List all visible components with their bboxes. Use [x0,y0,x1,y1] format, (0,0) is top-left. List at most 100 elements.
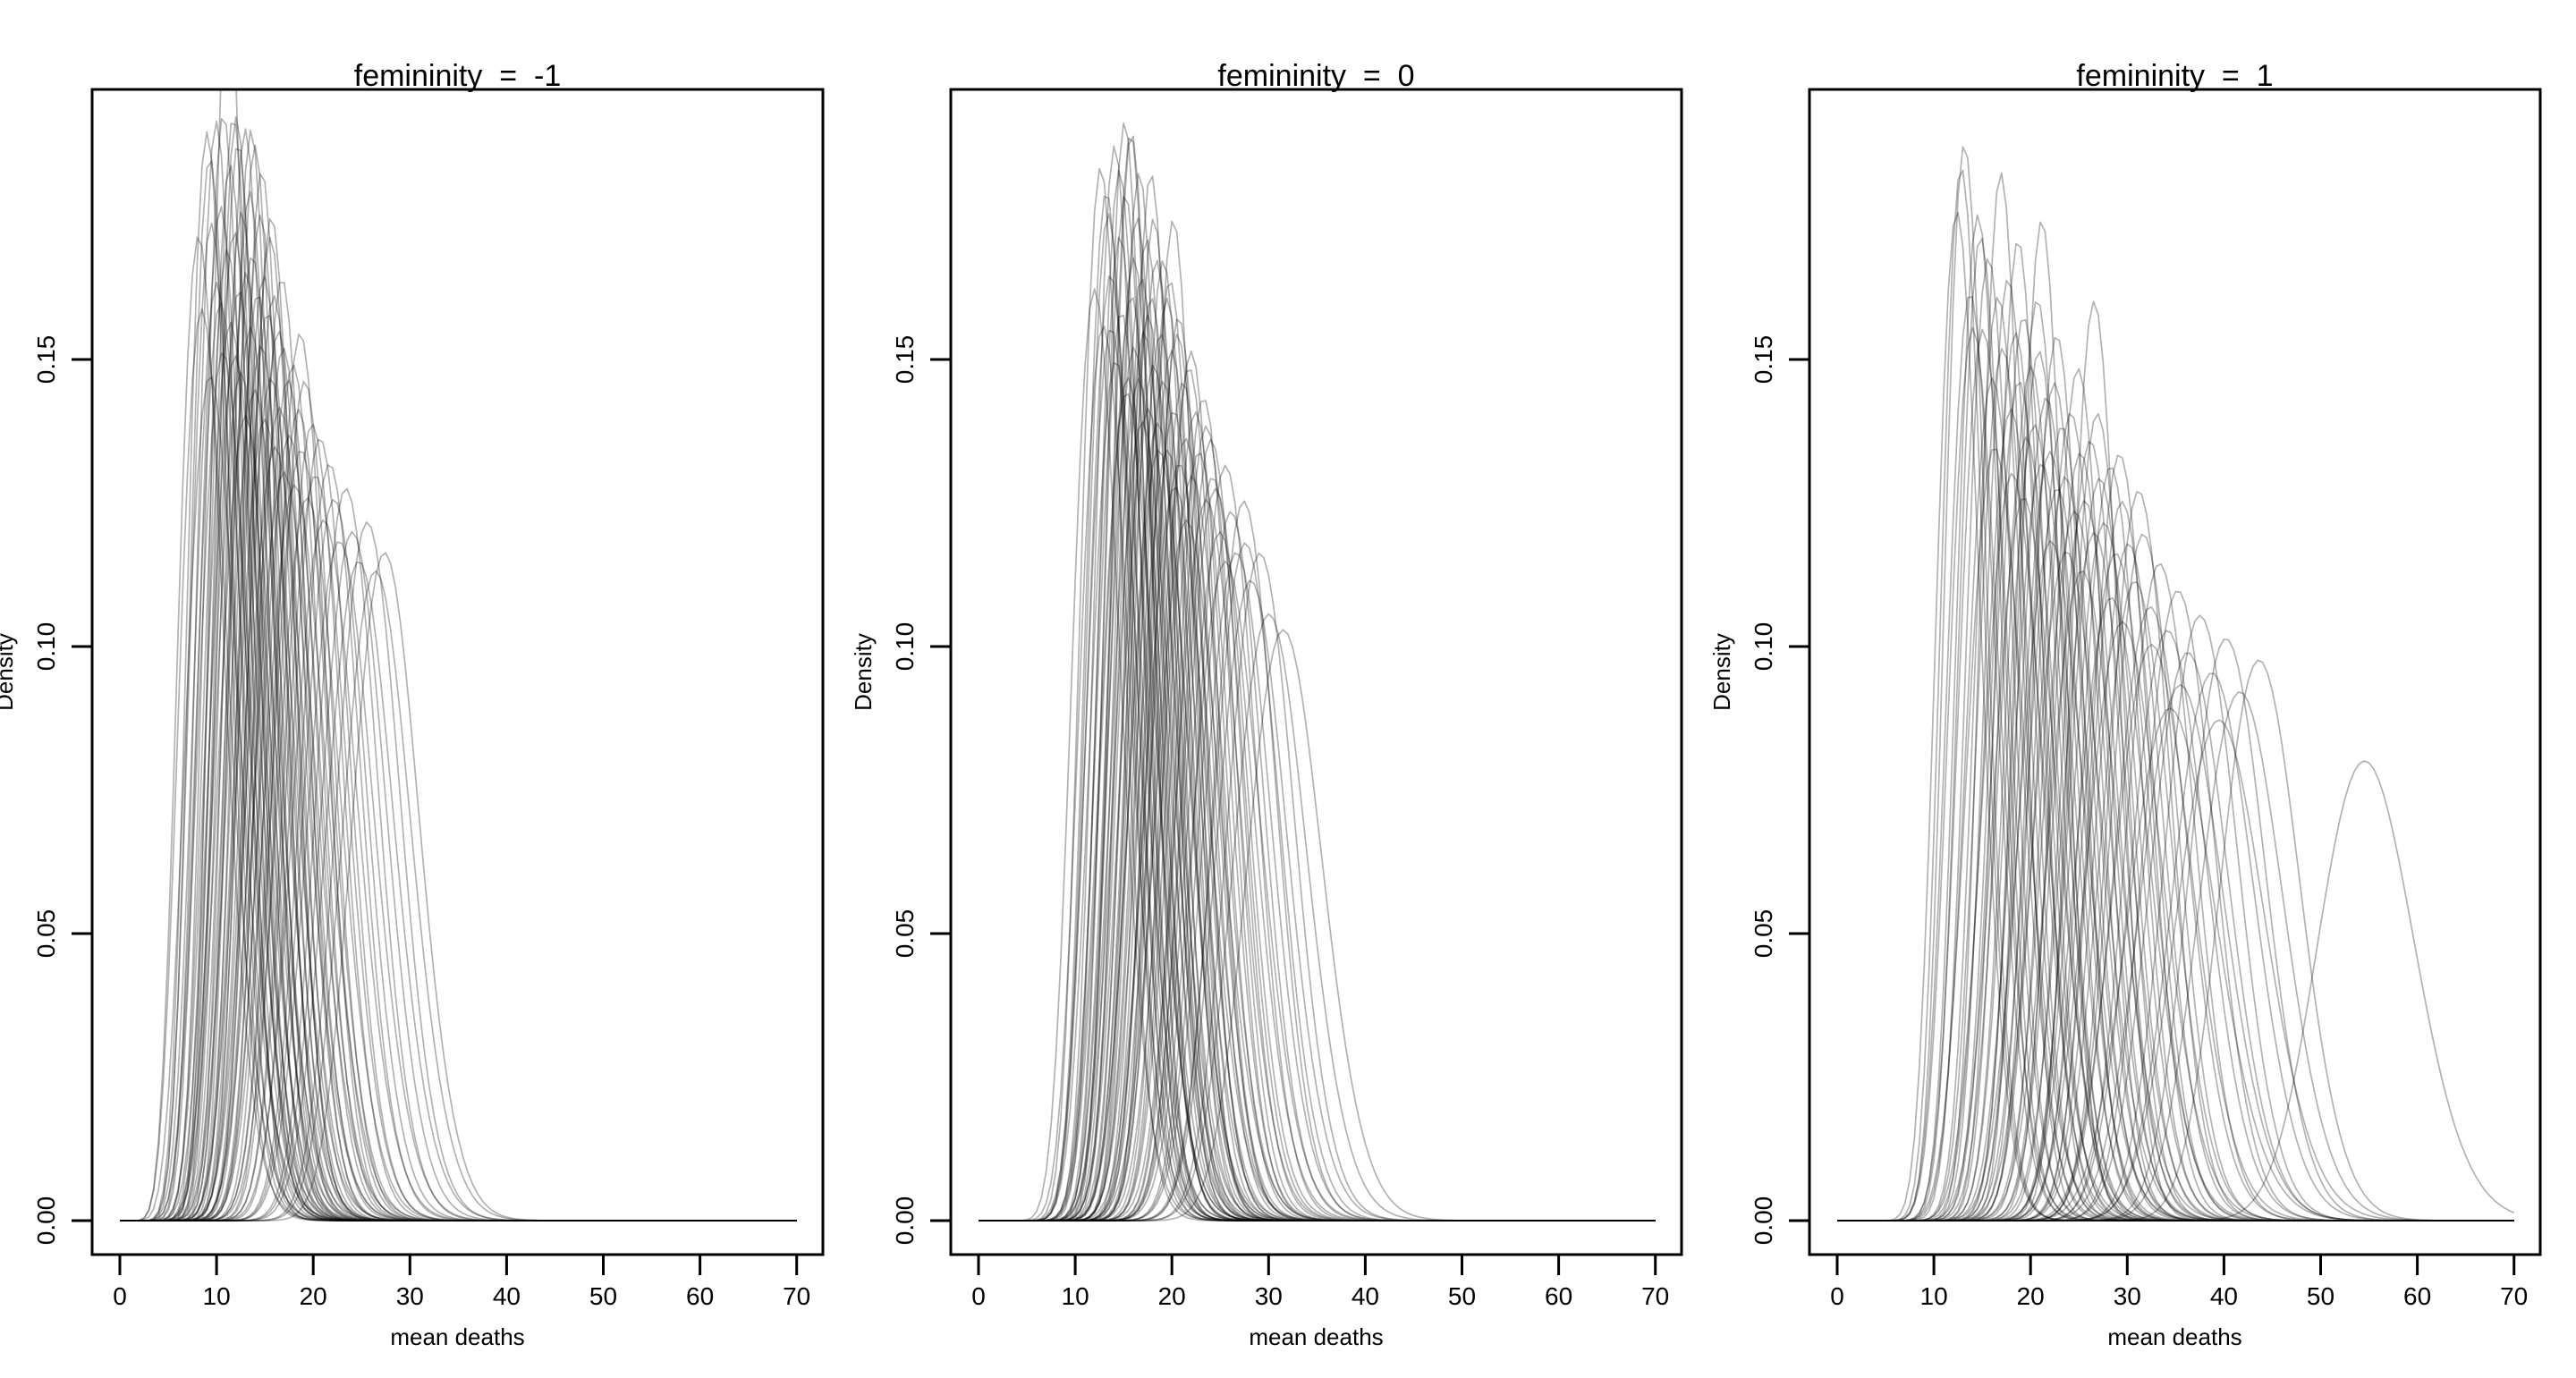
density-curve [120,129,797,1222]
density-curve [979,334,1656,1222]
density-curve [120,206,797,1222]
density-curve [1837,436,2514,1222]
density-curve [120,471,797,1222]
density-curve [120,451,797,1222]
density-curve [1837,570,2514,1222]
x-axis-tick-label: 40 [493,1282,521,1310]
density-curve [1837,543,2514,1222]
density-curve [979,420,1656,1222]
density-curve [1837,242,2514,1222]
x-axis-tick-label: 30 [1255,1282,1283,1310]
density-curve [120,144,797,1222]
x-axis-tick-label: 30 [396,1282,424,1310]
density-curve [120,190,797,1222]
density-curve [1837,590,2514,1222]
density-curve [120,295,797,1222]
y-axis-tick-label: 0.00 [1750,1196,1777,1246]
density-curve [979,282,1656,1222]
density-curve [979,331,1656,1222]
density-curve [1837,491,2514,1222]
plot-box [949,88,1683,1256]
x-axis-tick-label: 50 [1448,1282,1476,1310]
density-curve [1837,412,2514,1222]
x-axis-tick-label: 50 [2307,1282,2334,1310]
density-curve [979,145,1656,1222]
density-curve [120,236,797,1222]
density-curve [1837,510,2514,1222]
density-curve [979,314,1656,1222]
y-axis-tick-label: 0.05 [32,909,60,959]
density-curve [120,380,797,1222]
density-curve [120,424,797,1222]
density-curve [120,345,797,1222]
density-curve [979,437,1656,1222]
density-curve [120,249,797,1222]
x-axis-tick-label: 10 [1920,1282,1948,1310]
density-curve [979,376,1656,1222]
density-curve [1837,211,2514,1222]
density-curve [120,484,797,1222]
density-curve [120,371,797,1222]
density-curve [979,137,1656,1222]
density-curve [1837,497,2514,1222]
density-curve [120,351,797,1222]
density-curve [979,393,1656,1222]
density-curve [1837,500,2514,1222]
density-curve [120,330,797,1222]
density-curve [1837,332,2514,1222]
density-curve [120,496,797,1222]
density-curve [120,282,797,1222]
density-curve [1837,336,2514,1222]
density-curve [120,406,797,1222]
density-curve [120,173,797,1222]
y-axis-tick-label: 0.10 [32,622,60,672]
density-curve [120,347,797,1222]
density-curve [979,259,1656,1222]
density-curve [979,531,1656,1222]
density-curve [979,349,1656,1222]
density-curve [1837,280,2514,1222]
density-curve [979,464,1656,1222]
density-curve [120,438,797,1222]
density-curve [120,379,797,1222]
density-curve [120,435,797,1222]
density-curves-group [979,122,1656,1222]
density-curve [120,308,797,1222]
density-curve [979,297,1656,1222]
density-curve [1837,408,2514,1222]
density-curve [120,487,797,1222]
density-curve [1837,448,2514,1222]
density-curve [1837,581,2514,1222]
density-curve [979,213,1656,1222]
density-curve [1837,146,2514,1222]
density-curve [1837,683,2514,1222]
panel-title: femininity = 0 [1217,59,1414,93]
density-curve [979,195,1656,1222]
density-curve [1837,328,2514,1222]
density-curve [1837,397,2514,1222]
density-curve [979,410,1656,1222]
density-curve [979,478,1656,1222]
density-curve [979,218,1656,1222]
density-curve [979,629,1656,1222]
density-curve [120,414,797,1222]
x-axis-tick-label: 0 [113,1282,127,1310]
density-curve [979,122,1656,1222]
density-curve [1837,452,2514,1222]
density-curve [979,257,1656,1222]
density-curve [979,220,1656,1222]
y-axis-tick-label: 0.15 [32,335,60,385]
density-curve [1837,365,2514,1222]
y-axis-tick-label: 0.05 [1750,909,1777,959]
density-curve [979,346,1656,1222]
density-curve [979,411,1656,1222]
density-curve [1837,382,2514,1222]
density-curve [979,325,1656,1222]
y-axis-tick-label: 0.10 [1750,622,1777,672]
density-curve [1837,427,2514,1222]
density-curve [1837,478,2514,1222]
density-curves-group [1837,146,2515,1222]
density-curve [1837,672,2514,1222]
density-curve [120,464,797,1222]
